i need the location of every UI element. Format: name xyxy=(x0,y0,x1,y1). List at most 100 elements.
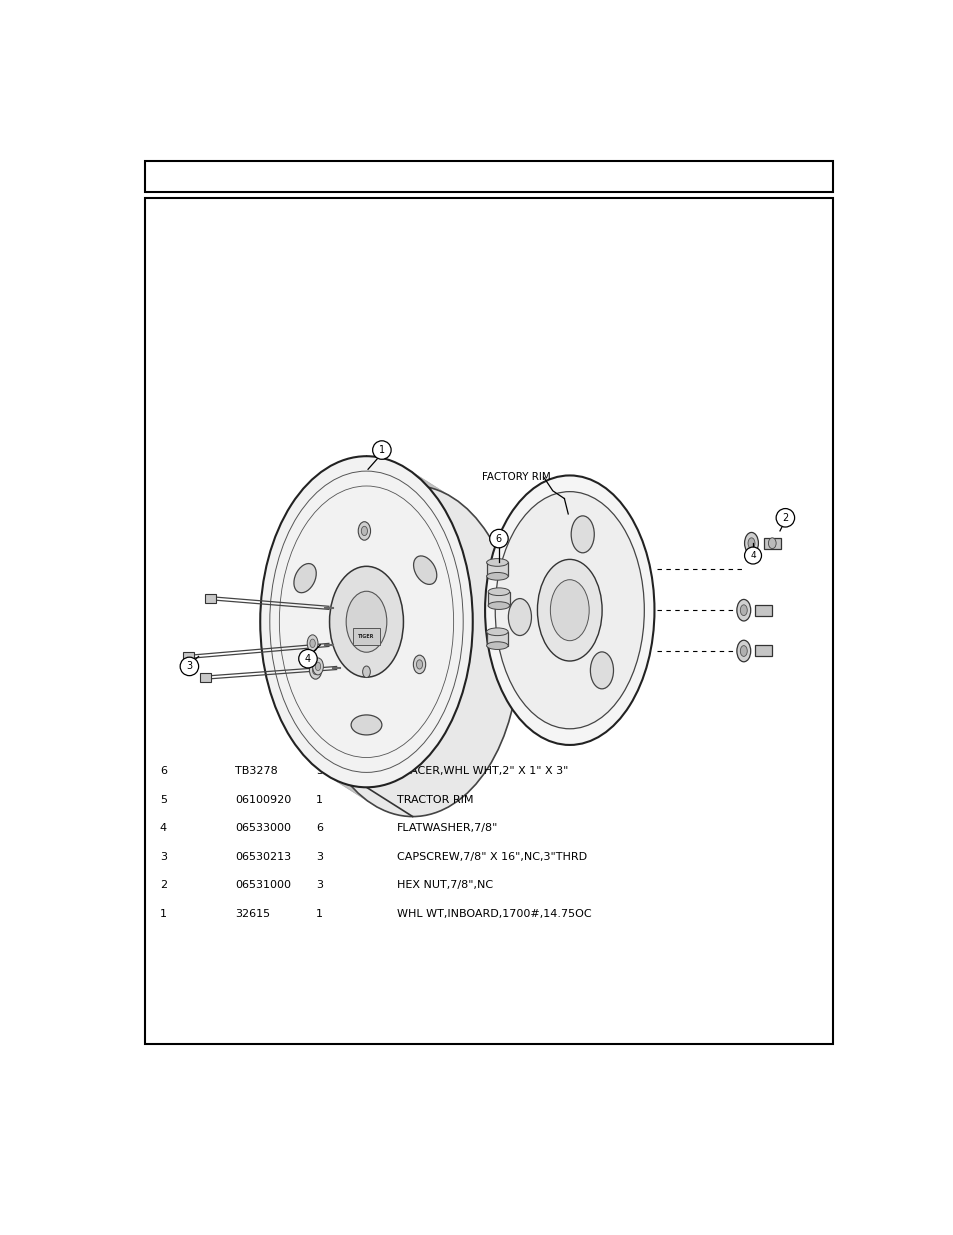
Ellipse shape xyxy=(413,655,425,673)
Bar xyxy=(754,645,771,656)
Ellipse shape xyxy=(269,462,481,793)
Ellipse shape xyxy=(301,483,514,814)
Ellipse shape xyxy=(262,458,475,789)
Text: 4: 4 xyxy=(749,551,755,559)
Ellipse shape xyxy=(346,592,386,652)
Text: SPACER,WHL WHT,2" X 1" X 3": SPACER,WHL WHT,2" X 1" X 3" xyxy=(396,766,568,776)
Ellipse shape xyxy=(486,627,508,636)
Ellipse shape xyxy=(313,658,323,674)
Text: FACTORY RIM: FACTORY RIM xyxy=(481,472,550,482)
Ellipse shape xyxy=(274,466,486,797)
Bar xyxy=(763,537,780,548)
Text: 4: 4 xyxy=(305,653,311,663)
Text: 3: 3 xyxy=(316,881,323,890)
Text: 3: 3 xyxy=(316,852,323,862)
Bar xyxy=(145,199,832,1044)
Bar xyxy=(754,605,771,615)
Ellipse shape xyxy=(351,715,381,735)
Text: 6: 6 xyxy=(160,766,167,776)
Ellipse shape xyxy=(260,456,473,787)
Ellipse shape xyxy=(550,579,589,641)
Ellipse shape xyxy=(740,605,746,615)
Bar xyxy=(205,594,215,603)
Text: WHL WT,INBOARD,1700#,14.75OC: WHL WT,INBOARD,1700#,14.75OC xyxy=(396,909,591,919)
Text: 1: 1 xyxy=(378,445,385,454)
Text: 06533000: 06533000 xyxy=(235,824,292,834)
Ellipse shape xyxy=(361,526,367,536)
Ellipse shape xyxy=(740,646,746,656)
Bar xyxy=(183,652,193,661)
Circle shape xyxy=(298,650,317,668)
Ellipse shape xyxy=(590,652,613,689)
Text: 32615: 32615 xyxy=(235,909,271,919)
Ellipse shape xyxy=(276,467,488,798)
Ellipse shape xyxy=(272,463,484,794)
Ellipse shape xyxy=(285,472,497,804)
Bar xyxy=(145,162,832,193)
Ellipse shape xyxy=(571,516,594,553)
Ellipse shape xyxy=(306,485,518,816)
Text: HEX NUT,7/8",NC: HEX NUT,7/8",NC xyxy=(396,881,493,890)
Ellipse shape xyxy=(486,573,508,580)
Text: 3: 3 xyxy=(316,766,323,776)
Ellipse shape xyxy=(314,662,320,671)
Ellipse shape xyxy=(747,537,754,548)
Ellipse shape xyxy=(736,599,750,621)
Ellipse shape xyxy=(416,659,422,669)
Bar xyxy=(353,627,380,645)
Ellipse shape xyxy=(767,537,776,548)
Ellipse shape xyxy=(310,638,314,647)
Text: 1: 1 xyxy=(160,909,167,919)
Ellipse shape xyxy=(294,478,507,809)
Text: TRACTOR RIM: TRACTOR RIM xyxy=(396,794,473,804)
Text: TB3278: TB3278 xyxy=(235,766,278,776)
Ellipse shape xyxy=(743,532,758,555)
Ellipse shape xyxy=(293,477,504,808)
Text: 6: 6 xyxy=(496,534,501,543)
Ellipse shape xyxy=(736,640,750,662)
Text: CAPSCREW,7/8" X 16",NC,3"THRD: CAPSCREW,7/8" X 16",NC,3"THRD xyxy=(396,852,587,862)
Text: FLATWASHER,7/8": FLATWASHER,7/8" xyxy=(396,824,498,834)
Ellipse shape xyxy=(288,474,500,805)
Circle shape xyxy=(776,509,794,527)
Ellipse shape xyxy=(278,468,491,799)
Ellipse shape xyxy=(304,484,517,815)
Ellipse shape xyxy=(290,475,502,806)
Ellipse shape xyxy=(267,461,479,792)
Bar xyxy=(486,562,508,577)
Circle shape xyxy=(743,547,760,564)
Text: 3: 3 xyxy=(160,852,167,862)
Ellipse shape xyxy=(486,558,508,567)
Ellipse shape xyxy=(486,642,508,650)
Ellipse shape xyxy=(484,475,654,745)
Ellipse shape xyxy=(283,471,496,802)
Text: 06100920: 06100920 xyxy=(235,794,292,804)
Ellipse shape xyxy=(307,635,317,652)
Ellipse shape xyxy=(299,482,512,813)
Ellipse shape xyxy=(508,599,531,636)
Ellipse shape xyxy=(297,479,509,810)
Text: 5: 5 xyxy=(160,794,167,804)
Ellipse shape xyxy=(488,588,509,595)
Text: TIGER: TIGER xyxy=(358,634,375,638)
Ellipse shape xyxy=(414,556,436,584)
Bar xyxy=(488,592,509,605)
Bar xyxy=(200,673,211,682)
Text: 1: 1 xyxy=(316,794,323,804)
Text: 4: 4 xyxy=(160,824,167,834)
Ellipse shape xyxy=(358,521,370,540)
Ellipse shape xyxy=(362,666,370,678)
Ellipse shape xyxy=(537,559,601,661)
Ellipse shape xyxy=(281,469,493,800)
Circle shape xyxy=(489,530,508,548)
Circle shape xyxy=(180,657,198,676)
Ellipse shape xyxy=(306,485,518,816)
Text: 06531000: 06531000 xyxy=(235,881,292,890)
Text: 3: 3 xyxy=(186,662,193,672)
Text: 06530213: 06530213 xyxy=(235,852,292,862)
Text: 2: 2 xyxy=(781,513,788,522)
Text: 6: 6 xyxy=(316,824,323,834)
Ellipse shape xyxy=(488,601,509,609)
Text: 1: 1 xyxy=(316,909,323,919)
Ellipse shape xyxy=(265,459,476,790)
